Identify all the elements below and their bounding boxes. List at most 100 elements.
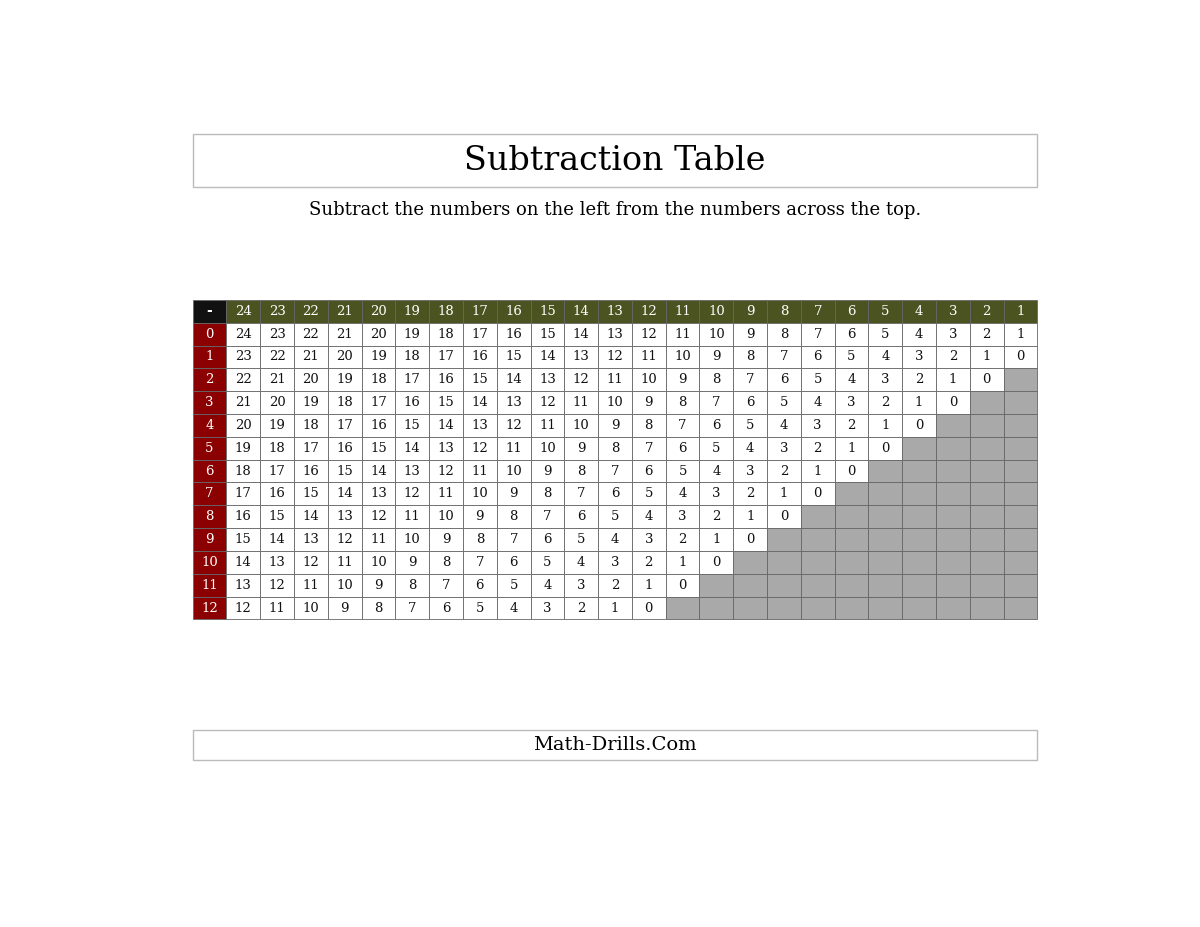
Bar [361,300,395,323]
Bar [869,528,902,551]
Bar [193,574,227,597]
Text: 8: 8 [442,556,450,569]
Text: 12: 12 [472,442,488,455]
Text: 16: 16 [505,327,522,340]
Bar [227,437,260,460]
Bar [361,528,395,551]
Text: 15: 15 [539,327,556,340]
Bar [800,597,835,619]
Text: 17: 17 [472,327,488,340]
Bar [430,300,463,323]
Text: 23: 23 [269,305,286,318]
Bar [598,574,632,597]
Bar [700,528,733,551]
Bar [294,414,328,437]
Bar [463,368,497,391]
Bar [530,460,564,482]
Bar [395,323,430,346]
Bar [902,437,936,460]
Bar [564,437,598,460]
Bar [869,368,902,391]
Text: 5: 5 [881,327,889,340]
Bar [733,528,767,551]
Text: 3: 3 [847,396,856,409]
Text: 10: 10 [708,305,725,318]
Bar [902,323,936,346]
Text: 4: 4 [847,374,856,387]
Bar [530,574,564,597]
Bar [970,346,1003,368]
Text: 12: 12 [641,305,658,318]
Text: 4: 4 [914,327,923,340]
Bar [800,482,835,505]
Text: 7: 7 [746,374,755,387]
Bar [361,437,395,460]
Text: 8: 8 [544,488,552,501]
Text: 19: 19 [235,442,252,455]
Bar [530,323,564,346]
Bar [463,528,497,551]
Text: 18: 18 [336,396,353,409]
Text: 0: 0 [847,464,856,477]
Bar [193,300,227,323]
Bar [632,391,666,414]
Bar [294,437,328,460]
Bar [395,437,430,460]
Text: 11: 11 [539,419,556,432]
Text: 2: 2 [746,488,755,501]
Bar [733,597,767,619]
Bar [463,551,497,574]
Text: 4: 4 [780,419,788,432]
Text: 9: 9 [746,305,755,318]
Text: 13: 13 [370,488,386,501]
Text: 2: 2 [712,510,720,523]
Bar [294,391,328,414]
Text: 4: 4 [205,419,214,432]
Bar [869,391,902,414]
Bar [936,323,970,346]
Bar [767,300,800,323]
Text: 19: 19 [404,305,421,318]
Bar [294,346,328,368]
Bar [530,528,564,551]
Text: 6: 6 [712,419,721,432]
Bar [970,437,1003,460]
Text: 11: 11 [607,374,623,387]
Text: 11: 11 [472,464,488,477]
Bar [666,414,700,437]
Bar [632,528,666,551]
Bar [361,482,395,505]
Bar [1003,346,1037,368]
Text: 17: 17 [235,488,252,501]
Bar [328,368,361,391]
Bar [598,597,632,619]
Text: 0: 0 [746,533,755,546]
Bar [800,368,835,391]
Text: 3: 3 [746,464,755,477]
Bar [395,505,430,528]
Bar [260,414,294,437]
Text: 16: 16 [404,396,421,409]
Bar [869,346,902,368]
Text: 12: 12 [641,327,658,340]
Text: 3: 3 [814,419,822,432]
Text: 3: 3 [914,350,923,363]
Bar [835,528,869,551]
Bar [598,460,632,482]
Bar [497,300,530,323]
Bar [1003,482,1037,505]
Bar [835,505,869,528]
Bar [800,460,835,482]
Text: 12: 12 [302,556,319,569]
Bar [328,323,361,346]
Text: 19: 19 [370,350,386,363]
Bar [733,505,767,528]
Text: 0: 0 [678,578,686,591]
Text: 6: 6 [205,464,214,477]
Bar [328,505,361,528]
Bar [564,368,598,391]
Bar [564,574,598,597]
Text: 2: 2 [780,464,788,477]
Bar [800,528,835,551]
Text: 12: 12 [370,510,386,523]
